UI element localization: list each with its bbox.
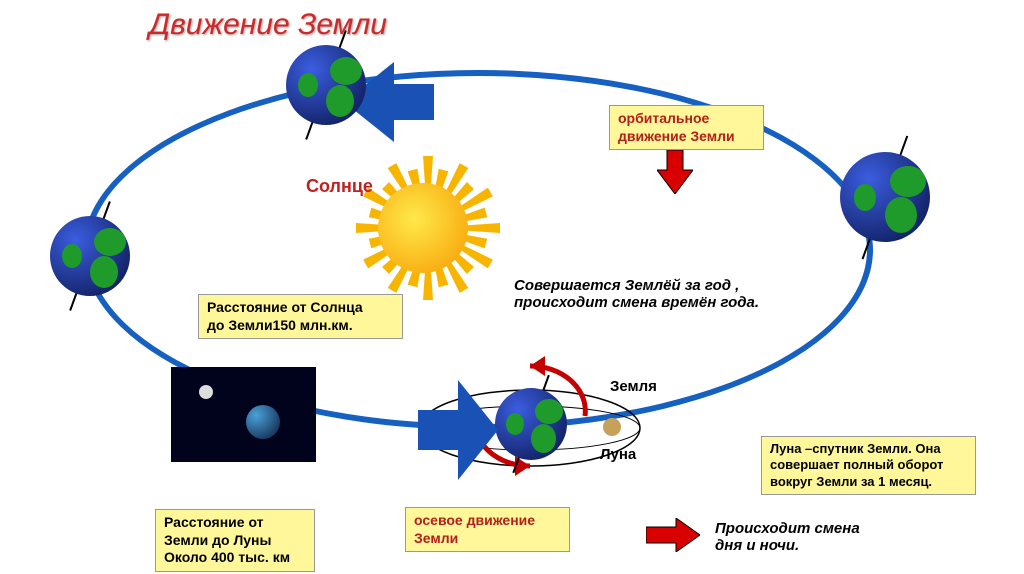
- earth-label: Земля: [610, 378, 657, 395]
- box-line: совершает полный оборот: [770, 457, 943, 472]
- box-line: Расстояние от: [164, 514, 264, 530]
- earth-icon: [50, 216, 130, 296]
- red-right-arrow-icon: [646, 518, 700, 552]
- moon-info-box: Луна –спутник Земли. Она совершает полны…: [761, 436, 976, 495]
- yearly-annotation: Совершается Землёй за год , происходит с…: [514, 277, 759, 311]
- box-line: вокруг Земли за 1 месяц.: [770, 474, 932, 489]
- box-line: Около 400 тыс. км: [164, 549, 290, 565]
- moon-icon: [603, 418, 621, 436]
- box-line: Расстояние от Солнца: [207, 299, 363, 315]
- red-down-arrow-icon: [657, 150, 693, 194]
- box-line: до Земли150 млн.км.: [207, 317, 353, 333]
- ann-line: Совершается Землёй за год ,: [514, 277, 739, 294]
- earth-icon: [286, 45, 366, 125]
- ann-line: происходит смена времён года.: [514, 294, 759, 311]
- orbital-motion-box: орбитальное движение Земли: [609, 105, 764, 150]
- moon-earth-photo: [171, 367, 316, 462]
- page-title: Движение Земли: [149, 8, 387, 42]
- box-line: осевое движение: [414, 512, 535, 528]
- ann-line: Происходит смена: [715, 520, 860, 537]
- box-line: орбитальное: [618, 110, 709, 126]
- sun-distance-box: Расстояние от Солнца до Земли150 млн.км.: [198, 294, 403, 339]
- box-line: движение Земли: [618, 128, 735, 144]
- moon-distance-box: Расстояние от Земли до Луны Около 400 ты…: [155, 509, 315, 572]
- box-line: Земли: [414, 530, 458, 546]
- sun-label: Солнце: [306, 176, 373, 197]
- ann-line: дня и ночи.: [715, 537, 799, 554]
- earth-icon: [840, 152, 930, 242]
- moon-label: Луна: [600, 446, 636, 463]
- box-line: Земли до Луны: [164, 532, 271, 548]
- big-blue-arrow-icon: [418, 380, 498, 480]
- sun-icon: [378, 183, 468, 273]
- axial-motion-box: осевое движение Земли: [405, 507, 570, 552]
- box-line: Луна –спутник Земли. Она: [770, 441, 941, 456]
- daynight-annotation: Происходит смена дня и ночи.: [715, 520, 860, 554]
